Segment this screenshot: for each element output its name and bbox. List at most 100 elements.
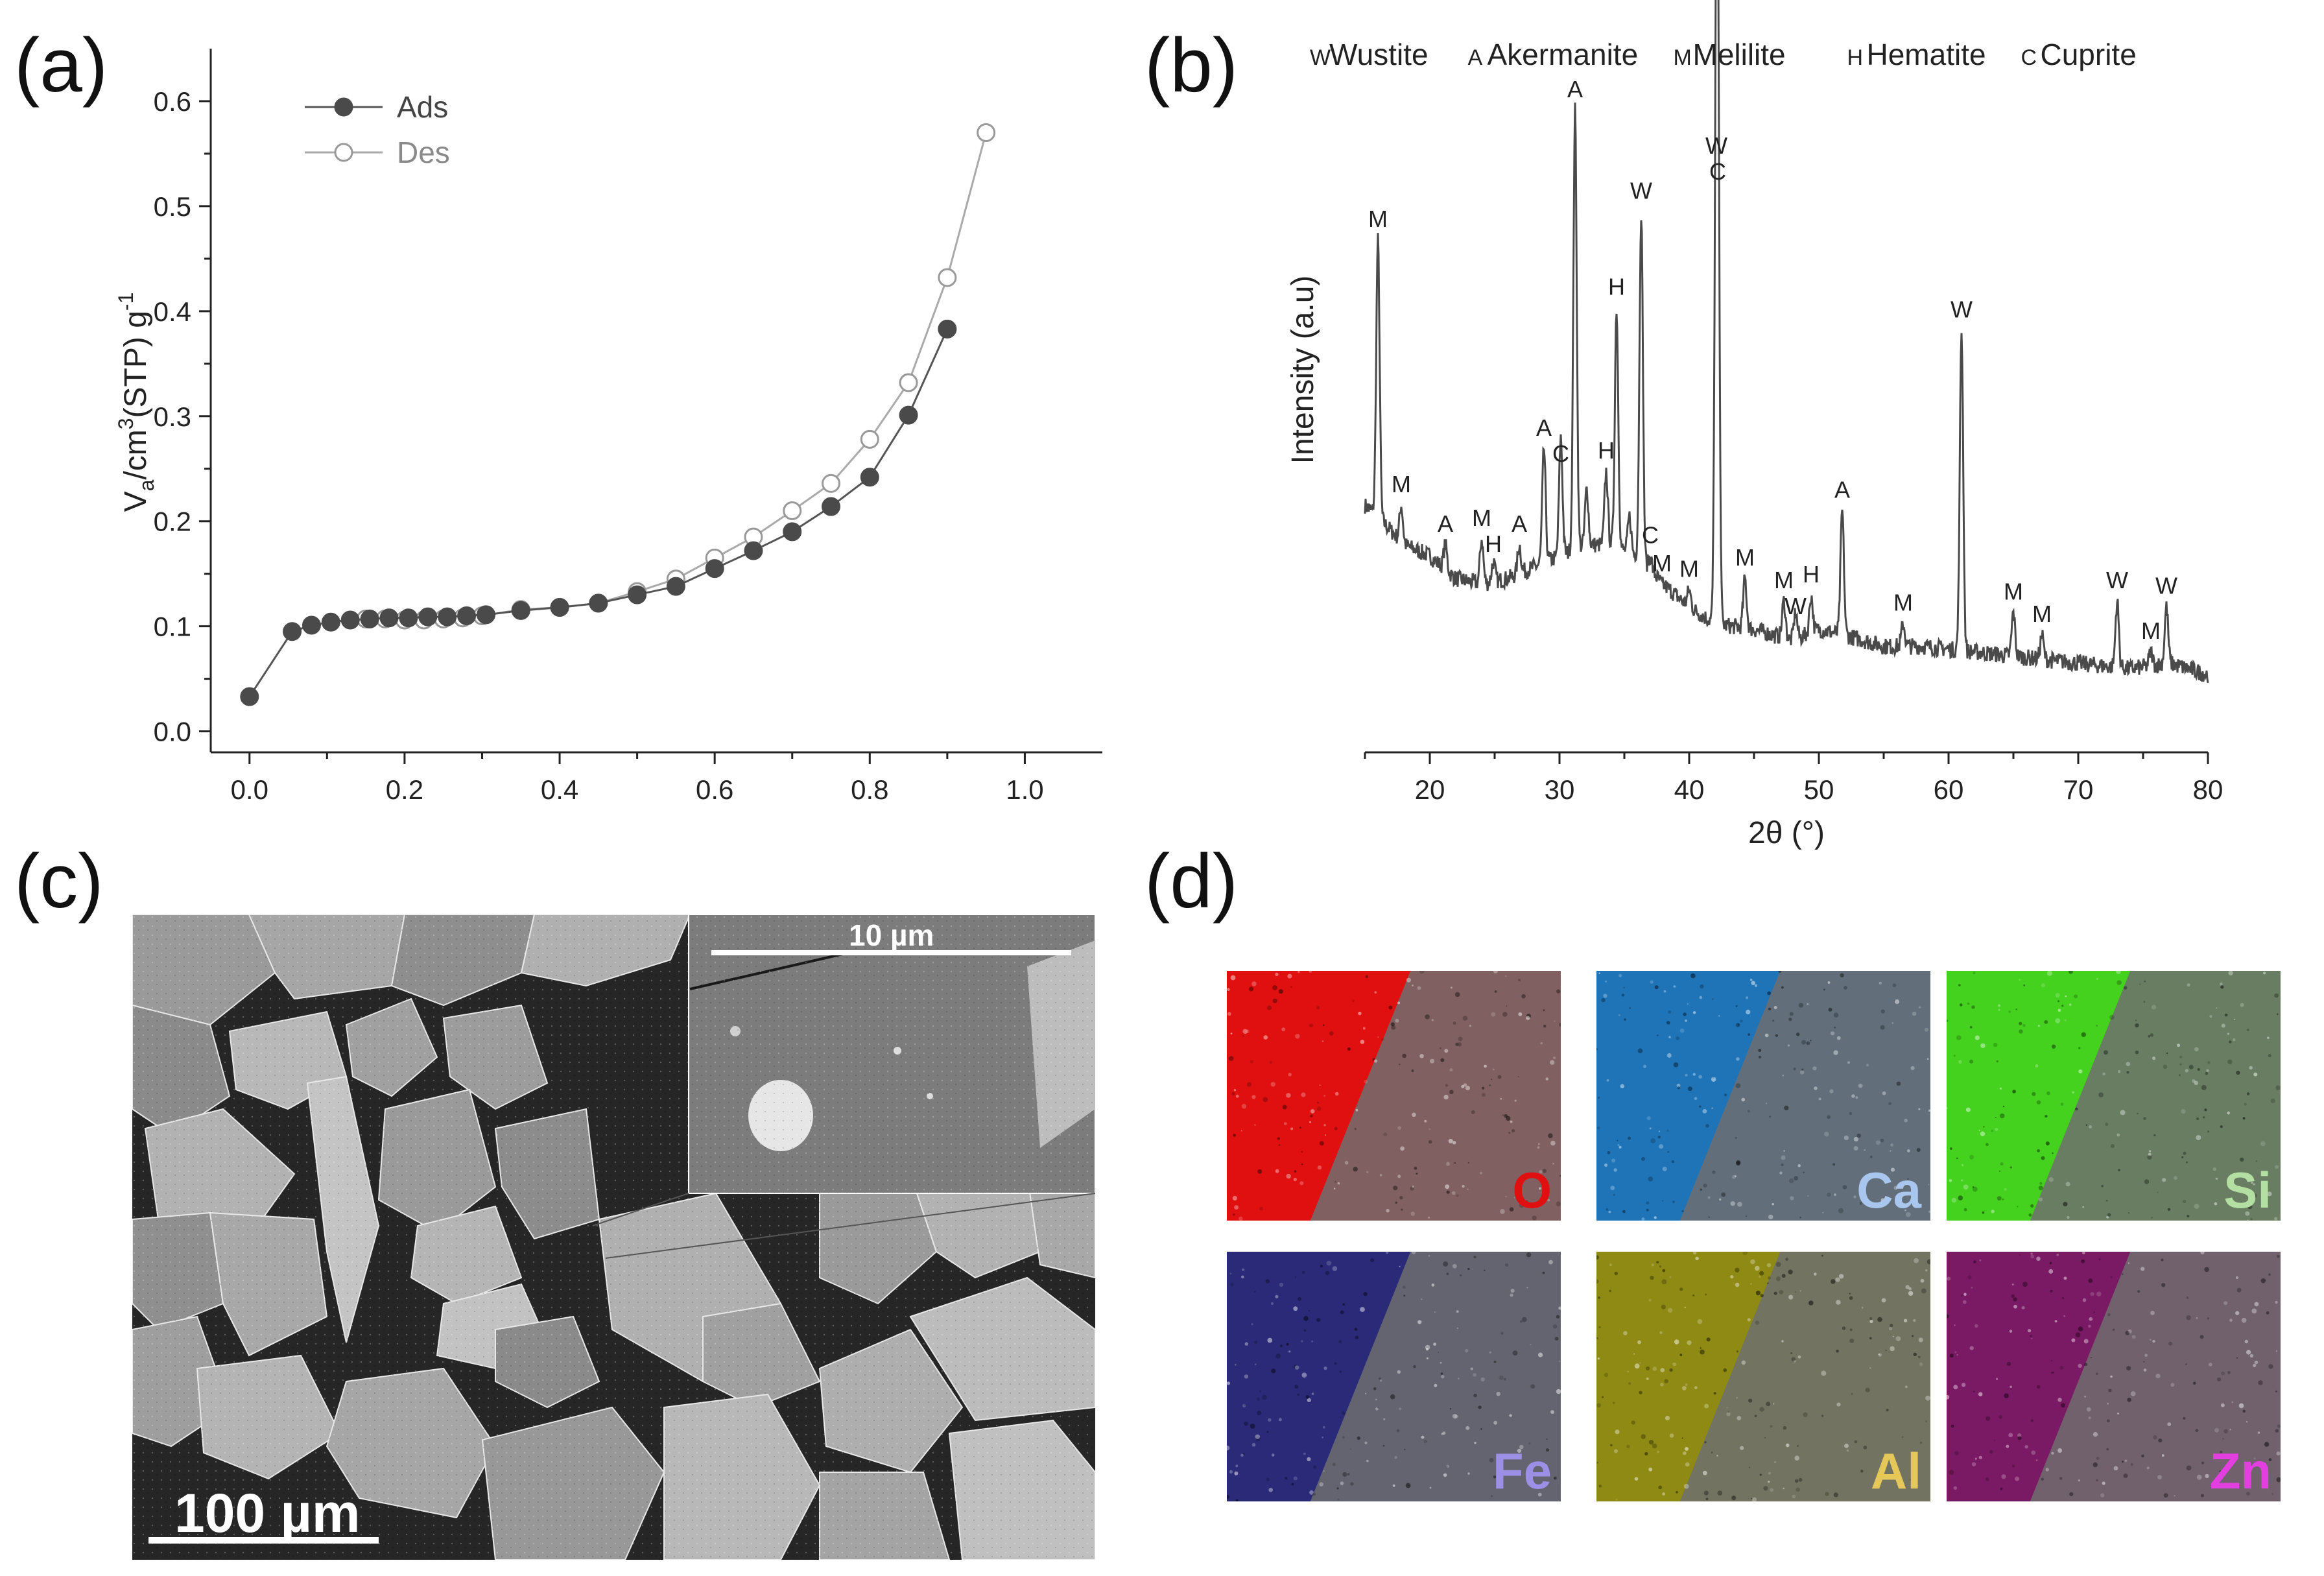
eds-map-al: Al bbox=[1596, 1252, 1930, 1501]
eds-map-si: Si bbox=[1947, 971, 2281, 1221]
xrd-peak-label: W bbox=[2155, 573, 2177, 599]
panel-label-d: (d) bbox=[1144, 839, 1239, 924]
isotherm-ads-point bbox=[438, 607, 457, 627]
xrd-legend-key: A bbox=[1468, 45, 1483, 70]
isotherm-ads-point bbox=[302, 615, 321, 635]
xrd-peak-label: H bbox=[1608, 274, 1625, 300]
isotherm-chart: Va/cm3(STP) g-1 0.0 0.2 0.4 0.6 0.8 1.0 0.0 0.1… bbox=[114, 49, 1102, 805]
isotherm-des-point bbox=[860, 429, 879, 449]
sem-micrograph: 10 µm 100 µm bbox=[132, 914, 1095, 1560]
isotherm-ads-point bbox=[360, 609, 379, 628]
sem-particles bbox=[132, 914, 1095, 1560]
isotherm-y-tick-label: 0.6 bbox=[154, 86, 191, 117]
xrd-legend-key: C bbox=[2021, 45, 2037, 70]
xrd-peak-label: W bbox=[1705, 132, 1727, 159]
xrd-legend-name: Akermanite bbox=[1488, 38, 1639, 71]
xrd-x-tick-label: 30 bbox=[1545, 774, 1575, 805]
xrd-peak-label: W bbox=[2106, 567, 2128, 593]
isotherm-ads-point bbox=[399, 608, 418, 628]
xrd-peak-label: M bbox=[2141, 617, 2161, 644]
isotherm-ads-point bbox=[744, 541, 763, 560]
isotherm-ads-point bbox=[321, 612, 340, 632]
xrd-peak-label: M bbox=[1893, 590, 1913, 616]
legend-ads-label: Ads bbox=[397, 90, 448, 124]
legend-des-label: Des bbox=[397, 136, 450, 169]
eds-map-texture bbox=[1596, 1252, 1930, 1501]
isotherm-ads-point bbox=[340, 610, 360, 630]
panel-label-a: (a) bbox=[14, 23, 108, 108]
eds-map-label: Ca bbox=[1856, 1162, 1921, 1219]
xrd-peak-label: W bbox=[1784, 593, 1807, 619]
main-scale-label: 100 µm bbox=[174, 1483, 361, 1544]
isotherm-y-tick-label: 0.0 bbox=[154, 717, 191, 747]
xrd-x-tick-label: 60 bbox=[1934, 774, 1964, 805]
xrd-legend-name: Hematite bbox=[1867, 38, 1986, 71]
xrd-peak-label: C bbox=[1709, 158, 1726, 185]
xrd-peak-label: H bbox=[1803, 561, 1820, 588]
isotherm-x-tick-label: 0.2 bbox=[386, 774, 423, 805]
eds-map-fe: Fe bbox=[1227, 1252, 1561, 1501]
panel-label-b: (b) bbox=[1144, 23, 1239, 108]
isotherm-ads-point bbox=[666, 577, 685, 596]
xrd-peak-label: M bbox=[1368, 206, 1388, 232]
isotherm-ads-point bbox=[899, 405, 918, 425]
xrd-peak-label: M bbox=[1652, 550, 1672, 577]
eds-map-label: Si bbox=[2223, 1162, 2271, 1219]
legend-ads-marker bbox=[334, 97, 353, 117]
isotherm-ads-point bbox=[457, 606, 477, 625]
isotherm-y-axis-label: Va/cm3(STP) g-1 bbox=[114, 293, 158, 512]
eds-map-o: O bbox=[1227, 971, 1561, 1221]
isotherm-des-point bbox=[899, 373, 918, 392]
isotherm-des-point bbox=[977, 123, 996, 143]
isotherm-x-tick-label: 0.4 bbox=[541, 774, 578, 805]
eds-map-ca: Ca bbox=[1596, 971, 1930, 1221]
xrd-y-axis-label: Intensity (a.u) bbox=[1286, 276, 1320, 464]
eds-map-texture bbox=[1947, 971, 2281, 1221]
isotherm-ads-line bbox=[248, 328, 949, 697]
charts-svg: Va/cm3(STP) g-1 0.0 0.2 0.4 0.6 0.8 1.0 0.0 0.1… bbox=[114, 0, 2223, 850]
eds-map-label: Al bbox=[1871, 1442, 1921, 1499]
isotherm-ads-point bbox=[705, 559, 724, 579]
eds-map-label: O bbox=[1512, 1162, 1552, 1219]
isotherm-ads-point bbox=[860, 468, 879, 487]
eds-map-label: Fe bbox=[1492, 1442, 1552, 1499]
xrd-legend-name: Cuprite bbox=[2041, 38, 2137, 71]
isotherm-ads-point bbox=[628, 585, 647, 604]
eds-map-label: Zn bbox=[2209, 1442, 2271, 1499]
isotherm-ads-point bbox=[418, 607, 438, 627]
isotherm-ads-point bbox=[822, 497, 841, 516]
xrd-peak-label: H bbox=[1485, 531, 1502, 557]
isotherm-x-tick-label: 1.0 bbox=[1006, 774, 1043, 805]
isotherm-des-line bbox=[366, 132, 988, 621]
eds-map-texture bbox=[1596, 971, 1930, 1221]
eds-map-texture bbox=[1227, 1252, 1561, 1501]
xrd-peak-label: H bbox=[1598, 437, 1615, 464]
xrd-peak-label: A bbox=[1512, 510, 1527, 537]
isotherm-y-tick-label: 0.5 bbox=[154, 191, 191, 222]
isotherm-des-point bbox=[938, 268, 957, 287]
xrd-legend-key: H bbox=[1847, 45, 1864, 70]
inset-scale-bar bbox=[711, 950, 1071, 955]
xrd-peak-label: M bbox=[1679, 556, 1699, 582]
xrd-peak-label: A bbox=[1567, 76, 1583, 102]
isotherm-y-tick-label: 0.3 bbox=[154, 401, 191, 432]
xrd-peak-label: A bbox=[1438, 510, 1453, 537]
isotherm-x-tick-label: 0.0 bbox=[231, 774, 268, 805]
xrd-x-tick-label: 70 bbox=[2063, 774, 2094, 805]
isotherm-ads-point bbox=[589, 593, 608, 613]
xrd-peak-label: A bbox=[1536, 414, 1552, 441]
xrd-peak-label: M bbox=[2032, 601, 2052, 627]
xrd-peak-label: W bbox=[1950, 296, 1973, 322]
isotherm-y-tick-label: 0.2 bbox=[154, 507, 191, 537]
isotherm-des-point bbox=[822, 473, 841, 493]
isotherm-ads-point bbox=[283, 622, 302, 641]
isotherm-y-tick-label: 0.4 bbox=[154, 296, 191, 327]
isotherm-y-tick-label: 0.1 bbox=[154, 612, 191, 642]
xrd-peak-label: C bbox=[1642, 521, 1659, 548]
isotherm-ads-point bbox=[783, 522, 802, 542]
eds-map-texture bbox=[1227, 971, 1561, 1221]
isotherm-ads-point bbox=[476, 605, 495, 625]
xrd-peak-label: M bbox=[1392, 471, 1411, 497]
inset-scale-label: 10 µm bbox=[849, 918, 934, 952]
